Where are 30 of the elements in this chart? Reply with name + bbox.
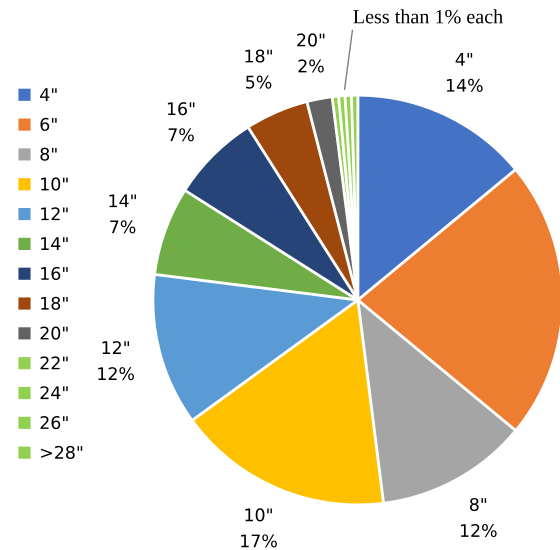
data-label: 7% — [110, 220, 136, 234]
data-label: 5% — [246, 76, 272, 89]
legend-label: 10" — [41, 177, 68, 191]
legend-label: 14" — [41, 237, 68, 250]
legend-label: 6" — [40, 118, 57, 131]
data-label: 7% — [168, 128, 194, 142]
slice-label: 10" — [245, 508, 272, 522]
slice-label: 16" — [168, 102, 194, 116]
slice-label: 12" — [102, 341, 130, 354]
legend-label: 16" — [41, 266, 68, 280]
legend-label: 20" — [40, 326, 68, 340]
slice-label: 8" — [470, 498, 486, 512]
legend-label: 22" — [40, 356, 68, 370]
data-label: 12% — [98, 367, 134, 380]
slice-label: 4" — [456, 52, 472, 66]
text: Less than 1% each — [353, 9, 503, 24]
legend-label: 26" — [40, 416, 68, 430]
data-label: 17% — [241, 534, 277, 548]
legend-label: 8" — [40, 148, 57, 161]
legend-label: 24" — [40, 386, 68, 400]
slice-label: 20" — [297, 33, 324, 47]
legend-label: >28" — [41, 446, 82, 459]
slice-label: 14" — [109, 194, 136, 208]
legend-label: 12" — [41, 207, 68, 220]
data-label: 14% — [446, 78, 483, 92]
data-label: 2% — [298, 59, 324, 73]
legend-label: 4" — [40, 88, 57, 101]
legend-label: 18" — [41, 296, 68, 310]
slice-label: 18" — [245, 50, 272, 63]
data-label: 12% — [460, 524, 497, 538]
